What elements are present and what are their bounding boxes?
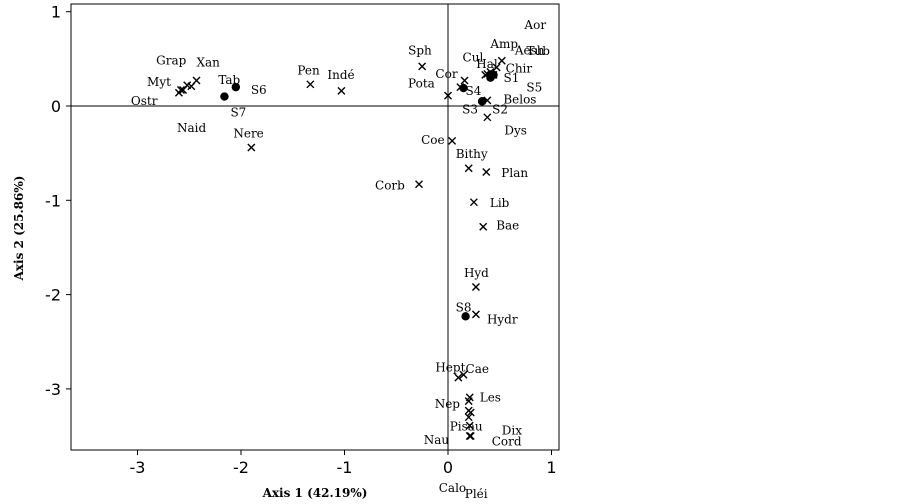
cross-marker xyxy=(418,62,427,71)
site-label: S5 xyxy=(526,81,542,95)
taxon-label: Les xyxy=(480,390,501,404)
taxon-label: Plan xyxy=(501,166,528,180)
site-label: S4 xyxy=(466,84,482,98)
cross-marker xyxy=(448,136,457,145)
taxon-label: Xan xyxy=(196,56,220,70)
taxon-label: Naid xyxy=(177,121,206,135)
plot-area-frame xyxy=(70,3,560,451)
taxon-label: Cul xyxy=(463,51,484,65)
cross-marker xyxy=(479,222,488,231)
cross-marker xyxy=(176,85,185,94)
cross-marker xyxy=(483,113,492,122)
cross-marker xyxy=(482,168,491,177)
cross-marker xyxy=(465,421,474,430)
site-label: S2 xyxy=(492,102,508,116)
taxon-label: Amp xyxy=(489,37,518,51)
site-label: S3 xyxy=(462,102,478,116)
taxon-label: Sph xyxy=(408,43,432,57)
cross-marker xyxy=(454,373,463,382)
cross-marker xyxy=(497,56,506,65)
site-dot-marker xyxy=(477,97,487,106)
taxon-label: Chir xyxy=(506,61,533,75)
y-axis-title: Axis 2 (25.86%) xyxy=(12,176,26,282)
taxon-label: Dix xyxy=(502,423,522,437)
cross-marker xyxy=(466,432,475,441)
taxon-label: Ostr xyxy=(131,94,158,108)
site-dot-marker xyxy=(231,82,241,92)
cross-marker xyxy=(471,283,480,292)
taxon-label: Calo xyxy=(439,481,466,495)
cross-marker xyxy=(337,86,346,95)
taxon-label: Coe xyxy=(421,133,445,147)
taxon-label: Corb xyxy=(375,178,405,192)
taxon-label: Belos xyxy=(503,92,536,106)
x-tick-label: -3 xyxy=(130,458,146,477)
y-tick-label: 1 xyxy=(51,3,61,22)
taxon-label: Hydr xyxy=(487,312,518,326)
taxon-label: Lib xyxy=(490,196,510,210)
cross-marker xyxy=(465,432,474,441)
site-label: S6 xyxy=(251,83,267,97)
taxon-label: Cord xyxy=(492,435,522,449)
taxon-label: Aor xyxy=(523,18,546,32)
taxon-label: Bithy xyxy=(456,147,488,161)
site-label: S8 xyxy=(456,300,472,314)
x-tick-label: 0 xyxy=(443,458,453,477)
site-dot-marker xyxy=(459,83,468,93)
cross-marker xyxy=(247,143,256,152)
cross-marker xyxy=(306,80,315,89)
site-label: S7 xyxy=(230,106,246,120)
taxon-label: Pisau xyxy=(450,420,483,434)
taxon-label: Bae xyxy=(496,219,519,233)
data-marks xyxy=(174,56,506,441)
x-axis-title: Axis 1 (42.19%) xyxy=(262,486,368,500)
site-dot-marker xyxy=(220,92,229,101)
cross-marker xyxy=(464,413,473,422)
cross-marker xyxy=(460,76,469,85)
x-tick-label: -1 xyxy=(337,458,353,477)
taxon-label: Tub xyxy=(527,44,551,58)
cross-marker xyxy=(459,370,468,379)
site-dot-marker xyxy=(486,73,495,82)
y-tick-label: -2 xyxy=(45,286,61,305)
cross-marker xyxy=(469,198,478,207)
x-tick-label: 1 xyxy=(546,458,556,477)
site-label: S1 xyxy=(504,71,520,85)
cross-marker xyxy=(464,164,473,173)
x-tick-label: -2 xyxy=(233,458,249,477)
taxon-label: Nau xyxy=(424,433,450,447)
cross-marker xyxy=(464,397,473,406)
y-tick-label: -1 xyxy=(45,191,61,210)
taxon-label: Tab xyxy=(218,73,240,87)
taxon-label: Pléi xyxy=(465,487,488,501)
axes: -3 -2 -1 0 1 1 0 -1 -2 -3 xyxy=(45,3,559,477)
taxon-label: Pen xyxy=(297,63,320,77)
cross-marker xyxy=(492,63,501,72)
taxon-label: Dys xyxy=(504,123,527,137)
cross-marker xyxy=(466,408,475,417)
cross-marker xyxy=(471,310,480,319)
taxon-label: Myt xyxy=(147,75,171,89)
taxon-label: Grap xyxy=(156,53,186,67)
y-tick-label: -3 xyxy=(45,380,61,399)
taxon-label: Cae xyxy=(466,362,489,376)
taxon-label: Hal xyxy=(476,57,498,71)
taxon-label: Indé xyxy=(327,68,354,82)
taxon-label: Nep xyxy=(435,397,461,411)
taxon-label: Pota xyxy=(408,77,435,91)
taxon-label: Aesh xyxy=(514,44,545,58)
site-dot-marker xyxy=(461,312,470,321)
cross-marker xyxy=(187,82,196,91)
cross-marker xyxy=(444,91,452,100)
cross-marker xyxy=(415,180,424,189)
taxon-label: Hept xyxy=(435,361,465,375)
cross-marker xyxy=(179,85,188,94)
y-tick-label: 0 xyxy=(51,97,61,116)
taxon-label: Nere xyxy=(233,126,263,140)
taxon-label: Hyd xyxy=(464,266,489,280)
taxon-label: Cor xyxy=(435,67,457,81)
